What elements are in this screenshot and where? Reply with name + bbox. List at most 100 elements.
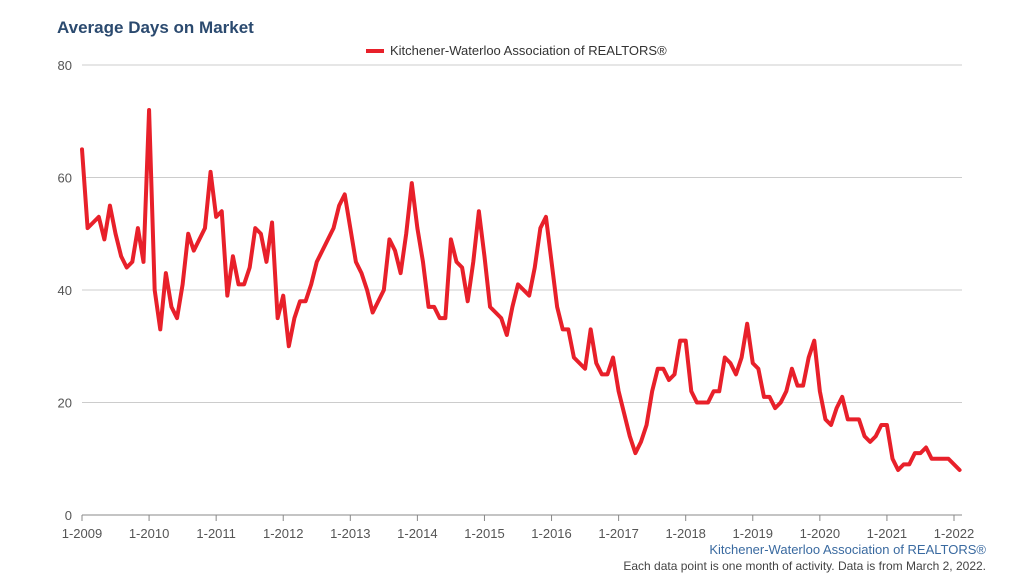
data-point[interactable] bbox=[236, 281, 242, 287]
data-point[interactable] bbox=[666, 377, 672, 383]
data-point[interactable] bbox=[146, 107, 152, 113]
data-point[interactable] bbox=[487, 304, 493, 310]
data-point[interactable] bbox=[878, 422, 884, 428]
data-point[interactable] bbox=[755, 366, 761, 372]
data-point[interactable] bbox=[196, 236, 202, 242]
data-point[interactable] bbox=[867, 439, 873, 445]
data-point[interactable] bbox=[504, 332, 510, 338]
data-point[interactable] bbox=[621, 411, 627, 417]
data-point[interactable] bbox=[325, 236, 331, 242]
data-point[interactable] bbox=[549, 259, 555, 265]
data-point[interactable] bbox=[364, 287, 370, 293]
data-point[interactable] bbox=[783, 388, 789, 394]
data-point[interactable] bbox=[431, 304, 437, 310]
data-point[interactable] bbox=[224, 293, 230, 299]
data-point[interactable] bbox=[543, 214, 549, 220]
data-point[interactable] bbox=[683, 338, 689, 344]
data-point[interactable] bbox=[772, 405, 778, 411]
data-point[interactable] bbox=[716, 388, 722, 394]
data-point[interactable] bbox=[107, 203, 113, 209]
data-point[interactable] bbox=[414, 225, 420, 231]
data-point[interactable] bbox=[185, 231, 191, 237]
data-point[interactable] bbox=[403, 231, 409, 237]
data-point[interactable] bbox=[576, 360, 582, 366]
data-point[interactable] bbox=[213, 214, 219, 220]
data-point[interactable] bbox=[554, 304, 560, 310]
data-point[interactable] bbox=[767, 394, 773, 400]
data-point[interactable] bbox=[297, 298, 303, 304]
data-point[interactable] bbox=[85, 225, 91, 231]
data-point[interactable] bbox=[856, 416, 862, 422]
data-point[interactable] bbox=[811, 338, 817, 344]
data-point[interactable] bbox=[604, 371, 610, 377]
data-point[interactable] bbox=[230, 253, 236, 259]
data-point[interactable] bbox=[79, 146, 85, 152]
data-point[interactable] bbox=[929, 456, 935, 462]
data-point[interactable] bbox=[498, 315, 504, 321]
data-point[interactable] bbox=[828, 422, 834, 428]
data-point[interactable] bbox=[386, 236, 392, 242]
data-point[interactable] bbox=[135, 225, 141, 231]
data-point[interactable] bbox=[286, 343, 292, 349]
data-point[interactable] bbox=[118, 253, 124, 259]
data-point[interactable] bbox=[481, 253, 487, 259]
data-point[interactable] bbox=[957, 467, 963, 473]
data-point[interactable] bbox=[940, 456, 946, 462]
data-point[interactable] bbox=[705, 400, 711, 406]
data-point[interactable] bbox=[381, 287, 387, 293]
data-point[interactable] bbox=[632, 450, 638, 456]
data-point[interactable] bbox=[895, 467, 901, 473]
data-point[interactable] bbox=[437, 315, 443, 321]
data-point[interactable] bbox=[442, 315, 448, 321]
data-point[interactable] bbox=[616, 388, 622, 394]
data-point[interactable] bbox=[202, 225, 208, 231]
data-point[interactable] bbox=[834, 405, 840, 411]
data-point[interactable] bbox=[275, 315, 281, 321]
data-point[interactable] bbox=[923, 445, 929, 451]
data-point[interactable] bbox=[426, 304, 432, 310]
data-point[interactable] bbox=[822, 416, 828, 422]
data-point[interactable] bbox=[565, 326, 571, 332]
data-point[interactable] bbox=[493, 310, 499, 316]
data-point[interactable] bbox=[101, 236, 107, 242]
data-point[interactable] bbox=[448, 236, 454, 242]
data-point[interactable] bbox=[375, 298, 381, 304]
data-point[interactable] bbox=[247, 265, 253, 271]
data-point[interactable] bbox=[347, 225, 353, 231]
data-point[interactable] bbox=[537, 225, 543, 231]
data-point[interactable] bbox=[638, 439, 644, 445]
data-point[interactable] bbox=[157, 326, 163, 332]
data-point[interactable] bbox=[901, 461, 907, 467]
data-point[interactable] bbox=[124, 265, 130, 271]
data-point[interactable] bbox=[794, 383, 800, 389]
data-point[interactable] bbox=[291, 315, 297, 321]
data-point[interactable] bbox=[845, 416, 851, 422]
data-point[interactable] bbox=[303, 298, 309, 304]
data-point[interactable] bbox=[806, 355, 812, 361]
data-point[interactable] bbox=[398, 270, 404, 276]
data-point[interactable] bbox=[862, 433, 868, 439]
data-point[interactable] bbox=[180, 281, 186, 287]
data-point[interactable] bbox=[532, 265, 538, 271]
data-point[interactable] bbox=[353, 259, 359, 265]
data-point[interactable] bbox=[258, 231, 264, 237]
data-point[interactable] bbox=[890, 456, 896, 462]
data-point[interactable] bbox=[90, 220, 96, 226]
data-point[interactable] bbox=[599, 371, 605, 377]
data-point[interactable] bbox=[649, 388, 655, 394]
data-point[interactable] bbox=[722, 355, 728, 361]
data-point[interactable] bbox=[409, 180, 415, 186]
data-point[interactable] bbox=[739, 355, 745, 361]
data-point[interactable] bbox=[476, 208, 482, 214]
data-point[interactable] bbox=[951, 461, 957, 467]
data-point[interactable] bbox=[319, 248, 325, 254]
data-point[interactable] bbox=[208, 169, 214, 175]
data-point[interactable] bbox=[470, 259, 476, 265]
data-point[interactable] bbox=[174, 315, 180, 321]
data-point[interactable] bbox=[459, 265, 465, 271]
data-point[interactable] bbox=[778, 400, 784, 406]
data-point[interactable] bbox=[515, 281, 521, 287]
data-point[interactable] bbox=[744, 321, 750, 327]
data-point[interactable] bbox=[906, 461, 912, 467]
data-point[interactable] bbox=[627, 433, 633, 439]
